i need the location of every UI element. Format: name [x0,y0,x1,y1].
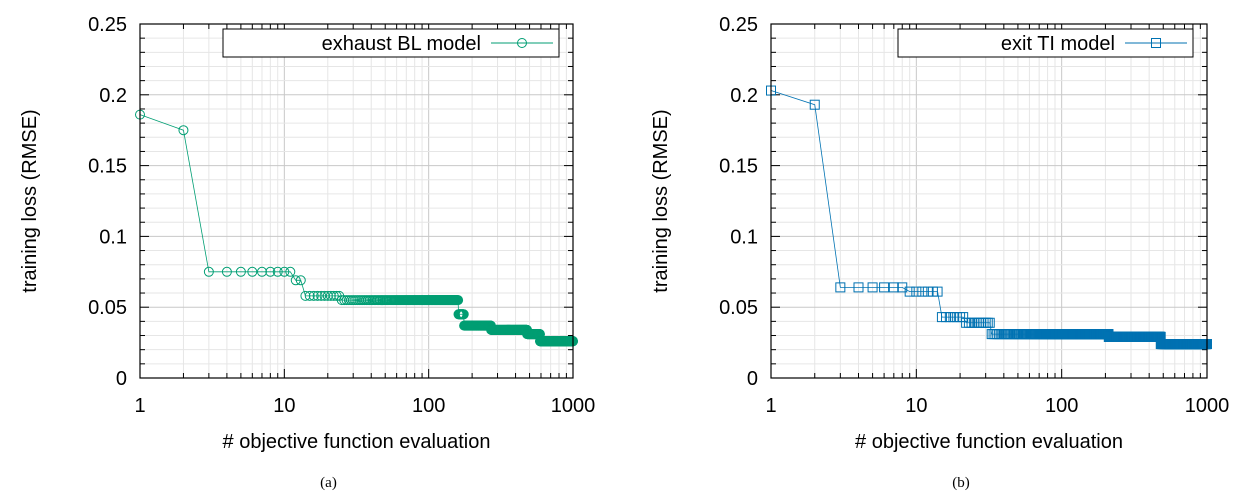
series-line [770,90,1207,345]
x-axis-title: # objective function evaluation [855,431,1123,453]
data-point [308,290,319,301]
x-tick-label: 10 [905,395,927,417]
y-tick-label: 0.1 [99,226,127,248]
y-tick-label: 0.1 [730,226,758,248]
data-point [300,290,311,301]
chart-panel-a: 1 10 100 1000 0 0.05 0.1 0.15 0.2 0.25 # objective… [19,14,595,491]
data-point [256,266,267,277]
data-point [312,290,323,301]
figure-caption: (a) [320,475,337,491]
data-point [904,286,915,297]
y-tick-label: 0 [747,368,758,390]
data-point [453,295,464,306]
series-markers [135,109,578,347]
data-point [265,266,276,277]
figure-caption: (b) [952,475,970,491]
x-tick-label: 1000 [551,395,596,417]
data-point [325,290,336,301]
data-point [458,309,469,320]
data-point [879,282,890,293]
data-point [235,266,246,277]
data-point [867,282,878,293]
y-tick-label: 0.2 [99,85,127,107]
x-tick-label: 100 [412,395,445,417]
data-point [932,286,943,297]
data-point [922,286,933,297]
plot-frame [139,23,574,379]
legend-label: exit TI model [1001,33,1115,55]
series-exit-ti [766,85,1212,350]
legend-box [222,28,560,58]
grid [771,24,1207,378]
data-point [295,275,306,286]
y-tick-label: 0.15 [719,156,758,178]
tick-labels: 1 10 100 1000 0 0.05 0.1 0.15 0.2 0.25 [719,14,1229,417]
data-point [178,125,189,136]
legend-marker [517,38,527,48]
x-tick-label: 1000 [1185,395,1230,417]
chart-panel-b: 1 10 100 1000 0 0.05 0.1 0.15 0.2 0.25 # objective… [650,14,1229,491]
data-point [888,282,899,293]
series-exhaust-bl [135,109,578,347]
x-tick-label: 100 [1045,395,1078,417]
x-tick-label: 1 [765,395,776,417]
y-tick-label: 0.05 [88,297,127,319]
y-axis-title: training loss (RMSE) [19,109,41,292]
tick-marks [139,23,574,379]
legend: exhaust BL model [222,28,560,58]
y-tick-label: 0.15 [88,156,127,178]
tick-marks [770,23,1208,379]
data-point [285,266,296,277]
data-point [272,266,283,277]
y-tick-label: 0.2 [730,85,758,107]
data-point [316,290,327,301]
data-point [835,282,846,293]
data-point [247,266,258,277]
data-point [809,99,820,110]
legend-label: exhaust BL model [322,33,481,55]
data-point [917,286,928,297]
data-point [290,275,301,286]
plot-frame [770,23,1208,379]
y-tick-label: 0.25 [88,14,127,36]
data-point [984,317,995,328]
data-point [958,312,969,323]
grid [140,24,573,378]
tick-labels: 1 10 100 1000 0 0.05 0.1 0.15 0.2 0.25 [88,14,595,417]
x-tick-label: 10 [273,395,295,417]
y-axis-title: training loss (RMSE) [650,109,672,292]
series-markers [766,85,1212,350]
legend: exit TI model [897,28,1194,58]
data-point [343,295,354,306]
x-axis-title: # objective function evaluation [223,431,491,453]
data-point [911,286,922,297]
legend-marker [1151,38,1161,48]
data-point [853,282,864,293]
data-point [328,290,339,301]
y-tick-label: 0.25 [719,14,758,36]
data-point [203,266,214,277]
y-tick-label: 0 [116,368,127,390]
data-point [279,266,290,277]
y-tick-label: 0.05 [719,297,758,319]
data-point [221,266,232,277]
data-point [304,290,315,301]
x-tick-label: 1 [134,395,145,417]
